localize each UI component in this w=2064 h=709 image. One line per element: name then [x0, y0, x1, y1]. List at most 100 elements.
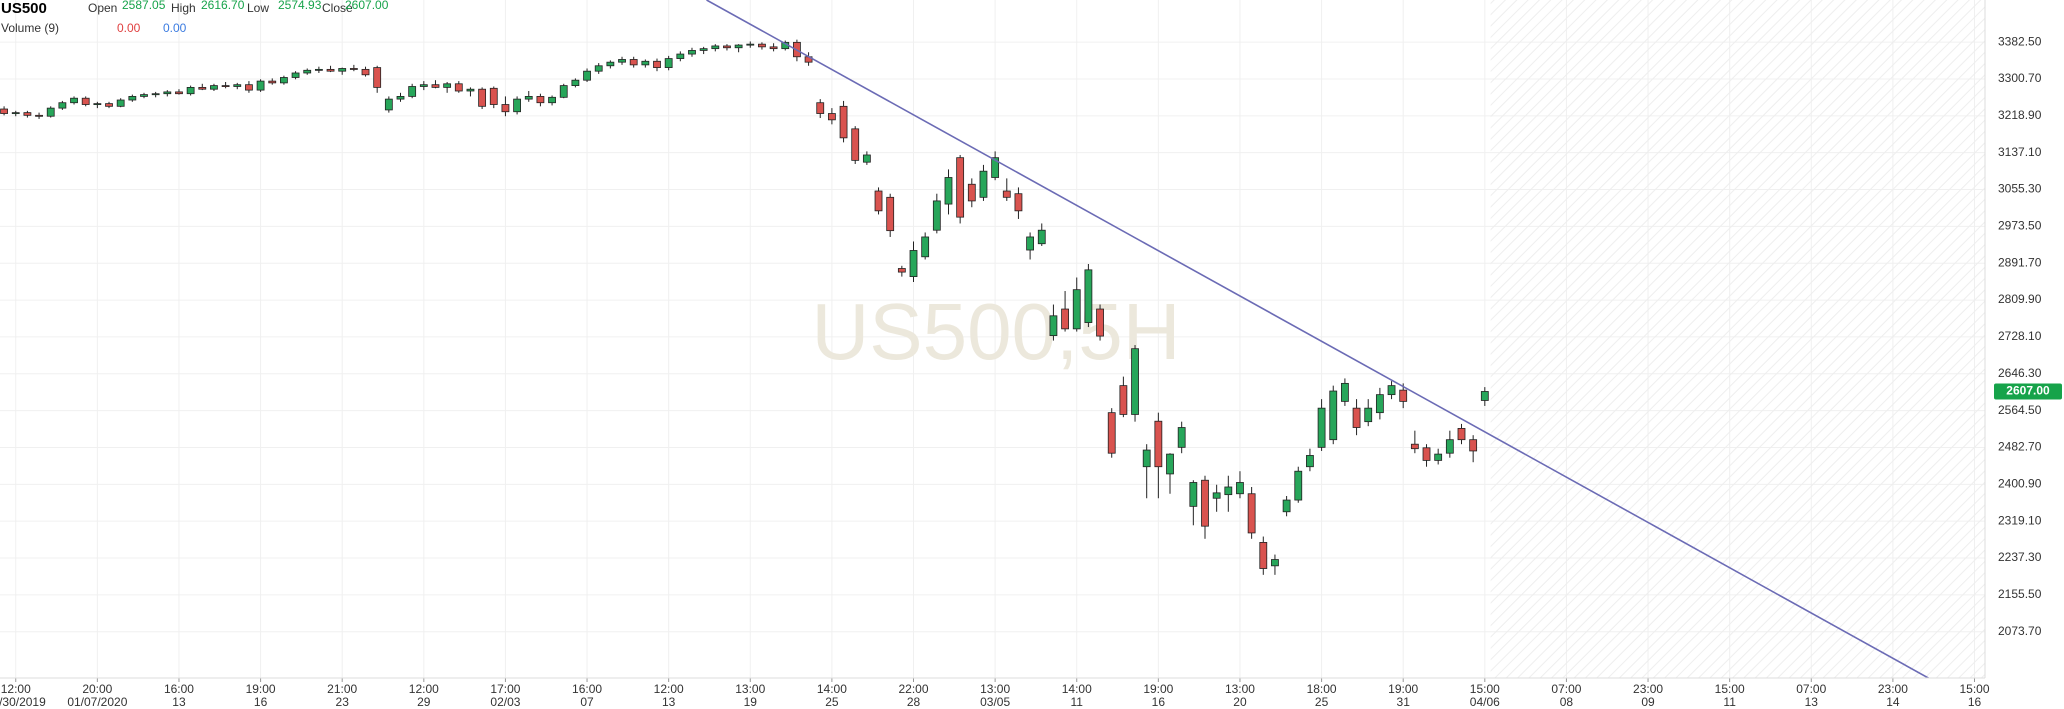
candle-body	[1084, 269, 1093, 323]
x-tick-label: 12:00	[409, 682, 439, 696]
x-tick-date: 09	[1641, 695, 1655, 709]
candle-body	[35, 114, 43, 117]
x-tick-date: 13	[662, 695, 676, 709]
candle-body	[1212, 492, 1221, 499]
x-tick-date: 25	[1315, 695, 1329, 709]
x-tick-label: 19:00	[1143, 682, 1173, 696]
candle-body	[559, 85, 568, 98]
x-tick-label: 19:00	[1388, 682, 1418, 696]
candle-body	[851, 128, 860, 161]
candle-body	[548, 96, 556, 104]
candle-body	[723, 45, 731, 49]
x-tick-label: 20:00	[82, 682, 112, 696]
x-tick-date: 16	[1968, 695, 1982, 709]
candle-body	[23, 112, 32, 116]
x-tick-date: 07	[580, 695, 594, 709]
legend-value: 2574.93	[278, 0, 322, 12]
candle-body	[699, 48, 708, 51]
candle-body	[1247, 493, 1256, 534]
future-area	[1490, 0, 1985, 678]
y-tick-label: 3382.50	[1998, 34, 2042, 48]
candle-body	[1014, 193, 1023, 212]
candle-body	[326, 68, 335, 72]
candle-body	[280, 77, 288, 84]
candle-body	[1002, 190, 1011, 198]
candle-body	[478, 88, 487, 107]
candle-body	[664, 58, 673, 68]
y-tick-label: 2564.50	[1998, 403, 2042, 417]
x-tick-label: 12:00	[1, 682, 31, 696]
candle-body	[1317, 407, 1326, 448]
y-tick-label: 2237.30	[1998, 550, 2042, 564]
x-tick-date: 23	[336, 695, 350, 709]
candle-body	[921, 236, 930, 258]
x-tick-date: 08	[1560, 695, 1574, 709]
x-tick-date: 29	[417, 695, 431, 709]
candle-body	[46, 107, 55, 117]
x-tick-date: 11	[1723, 695, 1736, 709]
x-tick-label: 15:00	[1470, 682, 1500, 696]
x-tick-date: 16	[254, 695, 268, 709]
candle-body	[571, 79, 580, 86]
x-tick-label: 13:00	[735, 682, 765, 696]
candle-body	[991, 157, 1000, 178]
candle-body	[396, 96, 405, 100]
volume-value: 0.00	[117, 21, 141, 35]
x-tick-label: 07:00	[1796, 682, 1826, 696]
candle-body	[314, 68, 323, 71]
candle-body	[431, 84, 440, 88]
candle-body	[1119, 385, 1128, 415]
x-tick-date: 02/03	[490, 695, 520, 709]
candle-body	[1107, 412, 1116, 454]
x-tick-date: 19	[744, 695, 758, 709]
x-tick-date: 04/06	[1470, 695, 1500, 709]
candle-body	[198, 86, 207, 90]
x-tick-date: 13	[1805, 695, 1819, 709]
candle-body	[384, 98, 393, 111]
candle-body	[81, 97, 90, 105]
candle-body	[163, 91, 172, 95]
candle-body	[1271, 559, 1279, 567]
candle-body	[1480, 391, 1489, 401]
candle-body	[1177, 427, 1186, 448]
x-tick-date: 13	[172, 695, 186, 709]
candle-body	[641, 60, 650, 66]
candle-body	[58, 102, 67, 109]
candle-body	[1399, 389, 1408, 402]
x-tick-date: 03/05	[980, 695, 1010, 709]
candle-body	[1201, 479, 1209, 527]
candle-body	[1387, 385, 1396, 396]
candle-body	[1294, 470, 1303, 501]
candle-body	[233, 84, 242, 87]
candle-body	[746, 43, 755, 46]
candle-body	[151, 93, 160, 96]
volume-value: 0.00	[163, 21, 187, 35]
candle-body	[70, 97, 78, 104]
candle-body	[291, 72, 300, 78]
candle-body	[1166, 453, 1174, 475]
candle-body	[1469, 439, 1478, 452]
candle-body	[1341, 382, 1349, 402]
candle-body	[93, 103, 102, 106]
candle-body	[221, 85, 230, 87]
candle-body	[1096, 308, 1104, 337]
candle-body	[256, 80, 265, 91]
candle-body	[734, 44, 743, 49]
candle-body	[443, 83, 452, 88]
candle-body	[175, 91, 183, 95]
x-tick-date: 20	[1233, 695, 1247, 709]
trendline	[706, 0, 1931, 678]
candle-body	[245, 84, 253, 91]
x-tick-label: 14:00	[1062, 682, 1092, 696]
candle-body	[1131, 348, 1139, 415]
x-tick-label: 13:00	[980, 682, 1010, 696]
candle-body	[140, 94, 148, 97]
candle-body	[1434, 453, 1443, 461]
y-tick-label: 2973.50	[1998, 219, 2042, 233]
candle-body	[758, 43, 766, 48]
candle-body	[1282, 499, 1291, 513]
y-tick-label: 3300.70	[1998, 71, 2042, 85]
candle-body	[116, 99, 125, 107]
candle-body	[944, 177, 953, 205]
